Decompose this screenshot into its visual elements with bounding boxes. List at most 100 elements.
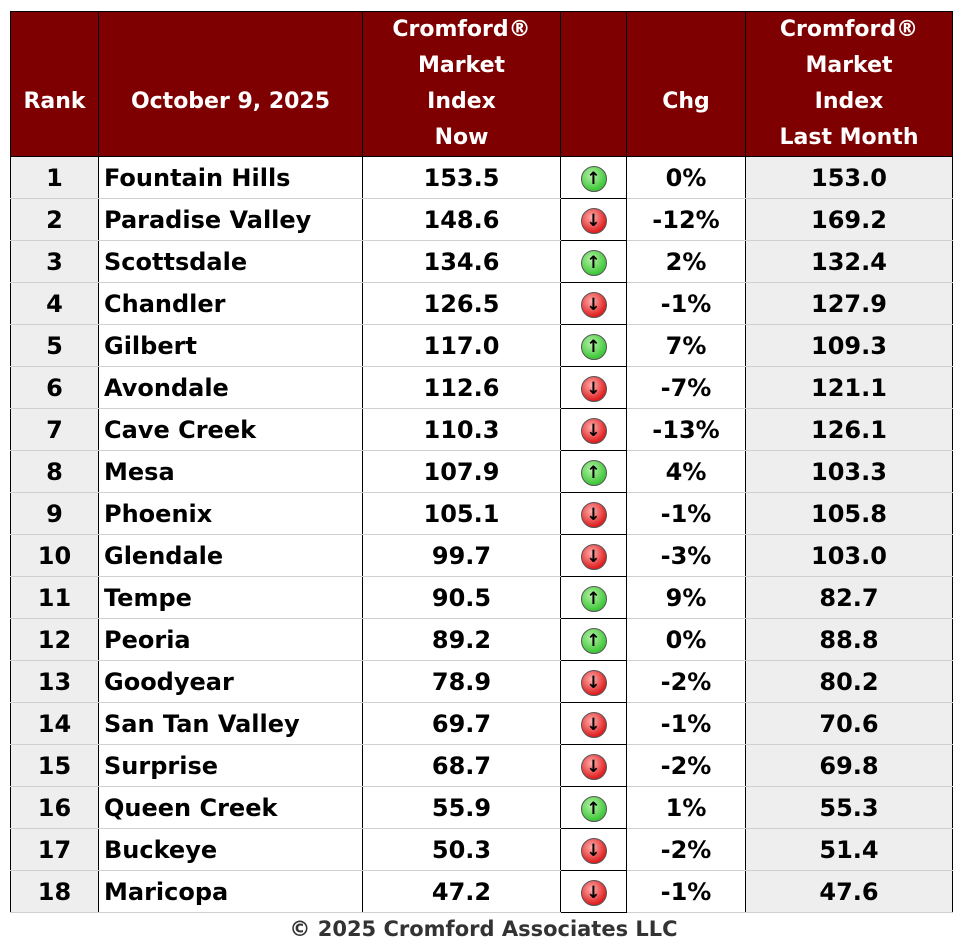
index-last-month-cell: 82.7 [745,576,953,619]
index-last-month-cell: 70.6 [745,702,953,745]
change-cell: -7% [626,366,746,409]
arrow-down-icon: ↓ [580,879,607,906]
arrow-down-icon: ↓ [580,711,607,738]
arrow-down-icon: ↓ [580,669,607,696]
trend-arrow-cell: ↓ [560,828,627,871]
index-last-month-cell: 109.3 [745,324,953,367]
change-cell: -13% [626,408,746,451]
rank-cell: 12 [10,618,99,661]
index-now-cell: 110.3 [362,408,561,451]
arrow-up-icon: ↑ [580,165,607,192]
city-cell: Mesa [98,450,363,493]
table-row: 13 Goodyear 78.9 ↓ -2% 80.2 [10,660,953,703]
city-cell: Phoenix [98,492,363,535]
table-row: 4 Chandler 126.5 ↓ -1% 127.9 [10,282,953,325]
trend-arrow-cell: ↓ [560,702,627,745]
city-cell: Gilbert [98,324,363,367]
rank-cell: 18 [10,870,99,913]
index-last-month-cell: 80.2 [745,660,953,703]
index-last-month-cell: 153.0 [745,156,953,199]
arrow-down-icon: ↓ [580,291,607,318]
arrow-down-icon: ↓ [580,753,607,780]
trend-arrow-cell: ↓ [560,366,627,409]
table-row: 18 Maricopa 47.2 ↓ -1% 47.6 [10,870,953,913]
change-cell: 9% [626,576,746,619]
rank-cell: 15 [10,744,99,787]
table-row: 1 Fountain Hills 153.5 ↑ 0% 153.0 [10,156,953,199]
change-cell: 0% [626,156,746,199]
rank-cell: 5 [10,324,99,367]
arrow-up-icon: ↑ [580,459,607,486]
trend-arrow-cell: ↓ [560,870,627,913]
arrow-down-icon: ↓ [580,837,607,864]
index-now-cell: 90.5 [362,576,561,619]
market-index-table: Rank October 9, 2025 Cromford® Market In… [10,11,953,913]
city-cell: Avondale [98,366,363,409]
change-cell: 0% [626,618,746,661]
index-last-month-cell: 69.8 [745,744,953,787]
index-now-cell: 117.0 [362,324,561,367]
index-last-month-cell: 51.4 [745,828,953,871]
change-cell: -1% [626,870,746,913]
index-last-month-cell: 55.3 [745,786,953,829]
trend-arrow-cell: ↓ [560,744,627,787]
arrow-up-icon: ↑ [580,249,607,276]
rank-cell: 7 [10,408,99,451]
header-row: Rank October 9, 2025 Cromford® Market In… [10,11,953,157]
index-last-month-cell: 126.1 [745,408,953,451]
index-now-cell: 47.2 [362,870,561,913]
change-cell: -12% [626,198,746,241]
copyright-footer: © 2025 Cromford Associates LLC [289,917,678,941]
rank-cell: 9 [10,492,99,535]
index-now-header: Cromford® Market Index Now [362,11,561,157]
trend-arrow-cell: ↓ [560,282,627,325]
arrow-up-icon: ↑ [580,333,607,360]
rank-cell: 13 [10,660,99,703]
change-cell: -3% [626,534,746,577]
rank-cell: 17 [10,828,99,871]
change-cell: -1% [626,492,746,535]
index-last-month-cell: 127.9 [745,282,953,325]
index-last-month-cell: 103.0 [745,534,953,577]
rank-cell: 1 [10,156,99,199]
index-now-cell: 126.5 [362,282,561,325]
index-now-cell: 78.9 [362,660,561,703]
market-index-table-wrapper: Rank October 9, 2025 Cromford® Market In… [10,11,953,913]
table-row: 16 Queen Creek 55.9 ↑ 1% 55.3 [10,786,953,829]
table-row: 14 San Tan Valley 69.7 ↓ -1% 70.6 [10,702,953,745]
rank-cell: 6 [10,366,99,409]
trend-arrow-cell: ↓ [560,492,627,535]
city-cell: Queen Creek [98,786,363,829]
index-now-cell: 99.7 [362,534,561,577]
change-cell: -1% [626,282,746,325]
index-last-month-cell: 88.8 [745,618,953,661]
rank-cell: 11 [10,576,99,619]
table-row: 9 Phoenix 105.1 ↓ -1% 105.8 [10,492,953,535]
arrow-down-icon: ↓ [580,375,607,402]
trend-arrow-cell: ↑ [560,576,627,619]
city-cell: Fountain Hills [98,156,363,199]
index-now-cell: 112.6 [362,366,561,409]
table-row: 10 Glendale 99.7 ↓ -3% 103.0 [10,534,953,577]
rank-header: Rank [10,11,99,157]
index-last-month-cell: 169.2 [745,198,953,241]
arrow-down-icon: ↓ [580,207,607,234]
index-now-cell: 153.5 [362,156,561,199]
index-now-cell: 105.1 [362,492,561,535]
table-row: 12 Peoria 89.2 ↑ 0% 88.8 [10,618,953,661]
arrow-up-icon: ↑ [580,795,607,822]
trend-arrow-cell: ↓ [560,534,627,577]
change-cell: -2% [626,660,746,703]
arrow-up-icon: ↑ [580,627,607,654]
city-cell: Chandler [98,282,363,325]
trend-arrow-cell: ↓ [560,660,627,703]
index-now-cell: 50.3 [362,828,561,871]
change-cell: 7% [626,324,746,367]
rank-cell: 10 [10,534,99,577]
change-cell: 1% [626,786,746,829]
rank-cell: 14 [10,702,99,745]
table-row: 8 Mesa 107.9 ↑ 4% 103.3 [10,450,953,493]
index-last-month-header: Cromford® Market Index Last Month [745,11,953,157]
index-last-month-cell: 105.8 [745,492,953,535]
trend-arrow-cell: ↓ [560,198,627,241]
